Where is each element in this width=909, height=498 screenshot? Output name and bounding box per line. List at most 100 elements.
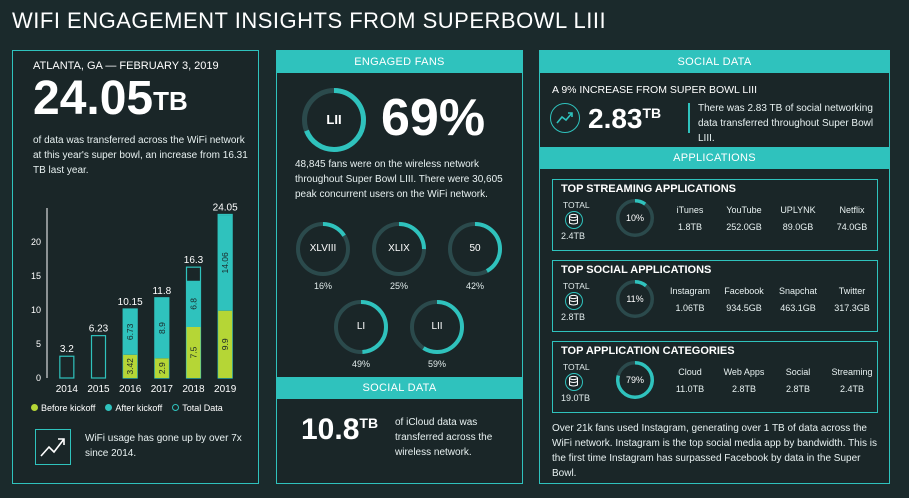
legend-after-label: After kickoff bbox=[115, 403, 163, 413]
wifi-usage-bar-chart: 0 5 10 15 20 3.2 2014 6.23 2015 3.42 6.73 10.15 2016… bbox=[31, 202, 238, 395]
icloud-unit: TB bbox=[359, 415, 379, 431]
y-tick-label: 15 bbox=[31, 271, 41, 281]
app-value: 2.8TB bbox=[785, 384, 810, 394]
legend-total-label: Total Data bbox=[182, 403, 223, 413]
x-tick-label: 2016 bbox=[119, 384, 142, 395]
bar-total-label: 11.8 bbox=[152, 286, 171, 297]
engaged-fans-panel: ENGAGED FANS LII 69% 48,845 fans were on… bbox=[276, 50, 523, 484]
y-tick-label: 20 bbox=[31, 237, 41, 247]
bar-total-label: 24.05 bbox=[213, 202, 238, 213]
app-share-percent: 10% bbox=[625, 213, 644, 223]
ring-progress bbox=[448, 222, 502, 276]
app-name: iTunes bbox=[676, 205, 704, 215]
season-ring-percent: 16% bbox=[313, 281, 332, 291]
season-ring-label: XLIX bbox=[388, 243, 410, 254]
app-share-ring bbox=[616, 361, 654, 399]
bar-total-label: 10.15 bbox=[118, 297, 143, 308]
app-total-label: TOTAL bbox=[563, 362, 590, 372]
app-share-ring bbox=[616, 199, 654, 237]
ring-progress bbox=[410, 300, 464, 354]
season-ring-percent: 25% bbox=[389, 281, 408, 291]
season-ring-svg bbox=[448, 222, 502, 276]
social-data-header-right: SOCIAL DATA bbox=[540, 51, 889, 73]
ring-progress bbox=[616, 280, 654, 318]
app-name: Web Apps bbox=[723, 367, 765, 377]
ring-progress bbox=[302, 88, 366, 152]
ring-progress bbox=[334, 300, 388, 354]
app-item: Streaming 2.4TB bbox=[825, 364, 879, 398]
app-name: Cloud bbox=[678, 367, 702, 377]
app-item: Social 2.8TB bbox=[771, 364, 825, 398]
bar-segment-label: 7.5 bbox=[189, 346, 199, 358]
app-value: 2.8TB bbox=[731, 384, 756, 394]
app-value: 74.0GB bbox=[836, 222, 868, 232]
bar-before-kickoff bbox=[154, 358, 169, 378]
bar-segment-label: 8.9 bbox=[157, 322, 167, 334]
app-total-value: 2.4TB bbox=[561, 231, 586, 241]
trend-up-svg-right bbox=[556, 112, 573, 124]
social-applications-panel: SOCIAL DATA A 9% INCREASE FROM SUPER BOW… bbox=[539, 50, 890, 484]
app-item: Web Apps 2.8TB bbox=[717, 364, 771, 398]
app-item: Instagram 1.06TB bbox=[663, 283, 717, 317]
main-ring-label: LII bbox=[326, 112, 342, 127]
ring-progress bbox=[616, 361, 654, 399]
bar-after-kickoff bbox=[154, 297, 169, 359]
applications-header: APPLICATIONS bbox=[540, 147, 889, 169]
bar-total-label: 3.2 bbox=[60, 344, 74, 355]
app-name: Snapchat bbox=[778, 286, 818, 296]
total-data-value: 24.05TB bbox=[33, 73, 188, 125]
season-ring-xlix: XLIX 25% bbox=[371, 221, 427, 297]
season-ring-svg bbox=[410, 300, 464, 354]
app-box-title: TOP STREAMING APPLICATIONS bbox=[561, 183, 736, 195]
app-box-3: TOP APPLICATION CATEGORIES TOTAL 19.0TB 79%… bbox=[552, 341, 878, 413]
app-value: 934.5GB bbox=[726, 303, 762, 313]
app-item: YouTube 252.0GB bbox=[717, 202, 771, 236]
x-tick-label: 2015 bbox=[87, 384, 110, 395]
app-value: 11.0TB bbox=[675, 384, 705, 394]
season-ring-xlviii: XLVIII 16% bbox=[295, 221, 351, 297]
bar-before-kickoff bbox=[123, 354, 138, 378]
app-item: Facebook 934.5GB bbox=[717, 283, 771, 317]
icloud-value: 10.8TB bbox=[301, 413, 378, 447]
app-value: 1.8TB bbox=[677, 222, 702, 232]
trend-up-svg bbox=[40, 438, 65, 457]
location-date: ATLANTA, GA — FEBRUARY 3, 2019 bbox=[33, 60, 219, 72]
bar-after-kickoff bbox=[186, 280, 201, 327]
app-total-value: 19.0TB bbox=[561, 393, 591, 403]
app-name: Instagram bbox=[669, 286, 711, 296]
app-name: Twitter bbox=[838, 286, 866, 296]
usage-growth-text: WiFi usage has gone up by over 7x since … bbox=[85, 433, 242, 459]
app-box-2: TOP SOCIAL APPLICATIONS TOTAL 2.8TB 11% Inst… bbox=[552, 260, 878, 332]
icloud-number: 10.8 bbox=[301, 413, 360, 446]
social-data-header-middle: SOCIAL DATA bbox=[277, 377, 522, 399]
engaged-description: 48,845 fans were on the wireless network… bbox=[295, 159, 503, 200]
y-tick-label: 10 bbox=[31, 305, 41, 315]
chart-legend: Before kickoff After kickoff Total Data bbox=[31, 403, 223, 413]
season-ring-lii: LII 59% bbox=[409, 299, 465, 375]
legend-after: After kickoff bbox=[105, 403, 162, 413]
social-divider bbox=[688, 103, 690, 133]
season-ring-svg bbox=[372, 222, 426, 276]
page-title: WIFI ENGAGEMENT INSIGHTS FROM SUPERBOWL … bbox=[12, 8, 607, 33]
app-item: UPLYNK 89.0GB bbox=[771, 202, 825, 236]
season-ring-label: XLVIII bbox=[309, 243, 337, 254]
app-value: 317.3GB bbox=[834, 303, 870, 313]
database-icon bbox=[565, 292, 583, 310]
season-ring-svg bbox=[296, 222, 350, 276]
bar-segment-label: 14.06 bbox=[220, 252, 230, 274]
app-item: Twitter 317.3GB bbox=[825, 283, 879, 317]
bar-segment-label: 6.8 bbox=[189, 298, 199, 310]
app-box-title: TOP SOCIAL APPLICATIONS bbox=[561, 264, 712, 276]
database-icon bbox=[565, 211, 583, 229]
bar-after-kickoff bbox=[123, 308, 138, 355]
wifi-usage-panel: ATLANTA, GA — FEBRUARY 3, 2019 24.05TB o… bbox=[12, 50, 259, 484]
bar-total-label: 16.3 bbox=[184, 255, 204, 266]
database-icon bbox=[565, 373, 583, 391]
legend-before-label: Before kickoff bbox=[41, 403, 96, 413]
bar-after-kickoff bbox=[218, 215, 233, 311]
app-name: UPLYNK bbox=[780, 205, 816, 215]
social-increase-text: A 9% INCREASE FROM SUPER BOWL LIII bbox=[552, 84, 757, 96]
x-tick-label: 2019 bbox=[214, 384, 237, 395]
total-data-description: of data was transferred across the WiFi … bbox=[33, 135, 248, 176]
app-total-label: TOTAL bbox=[563, 200, 590, 210]
